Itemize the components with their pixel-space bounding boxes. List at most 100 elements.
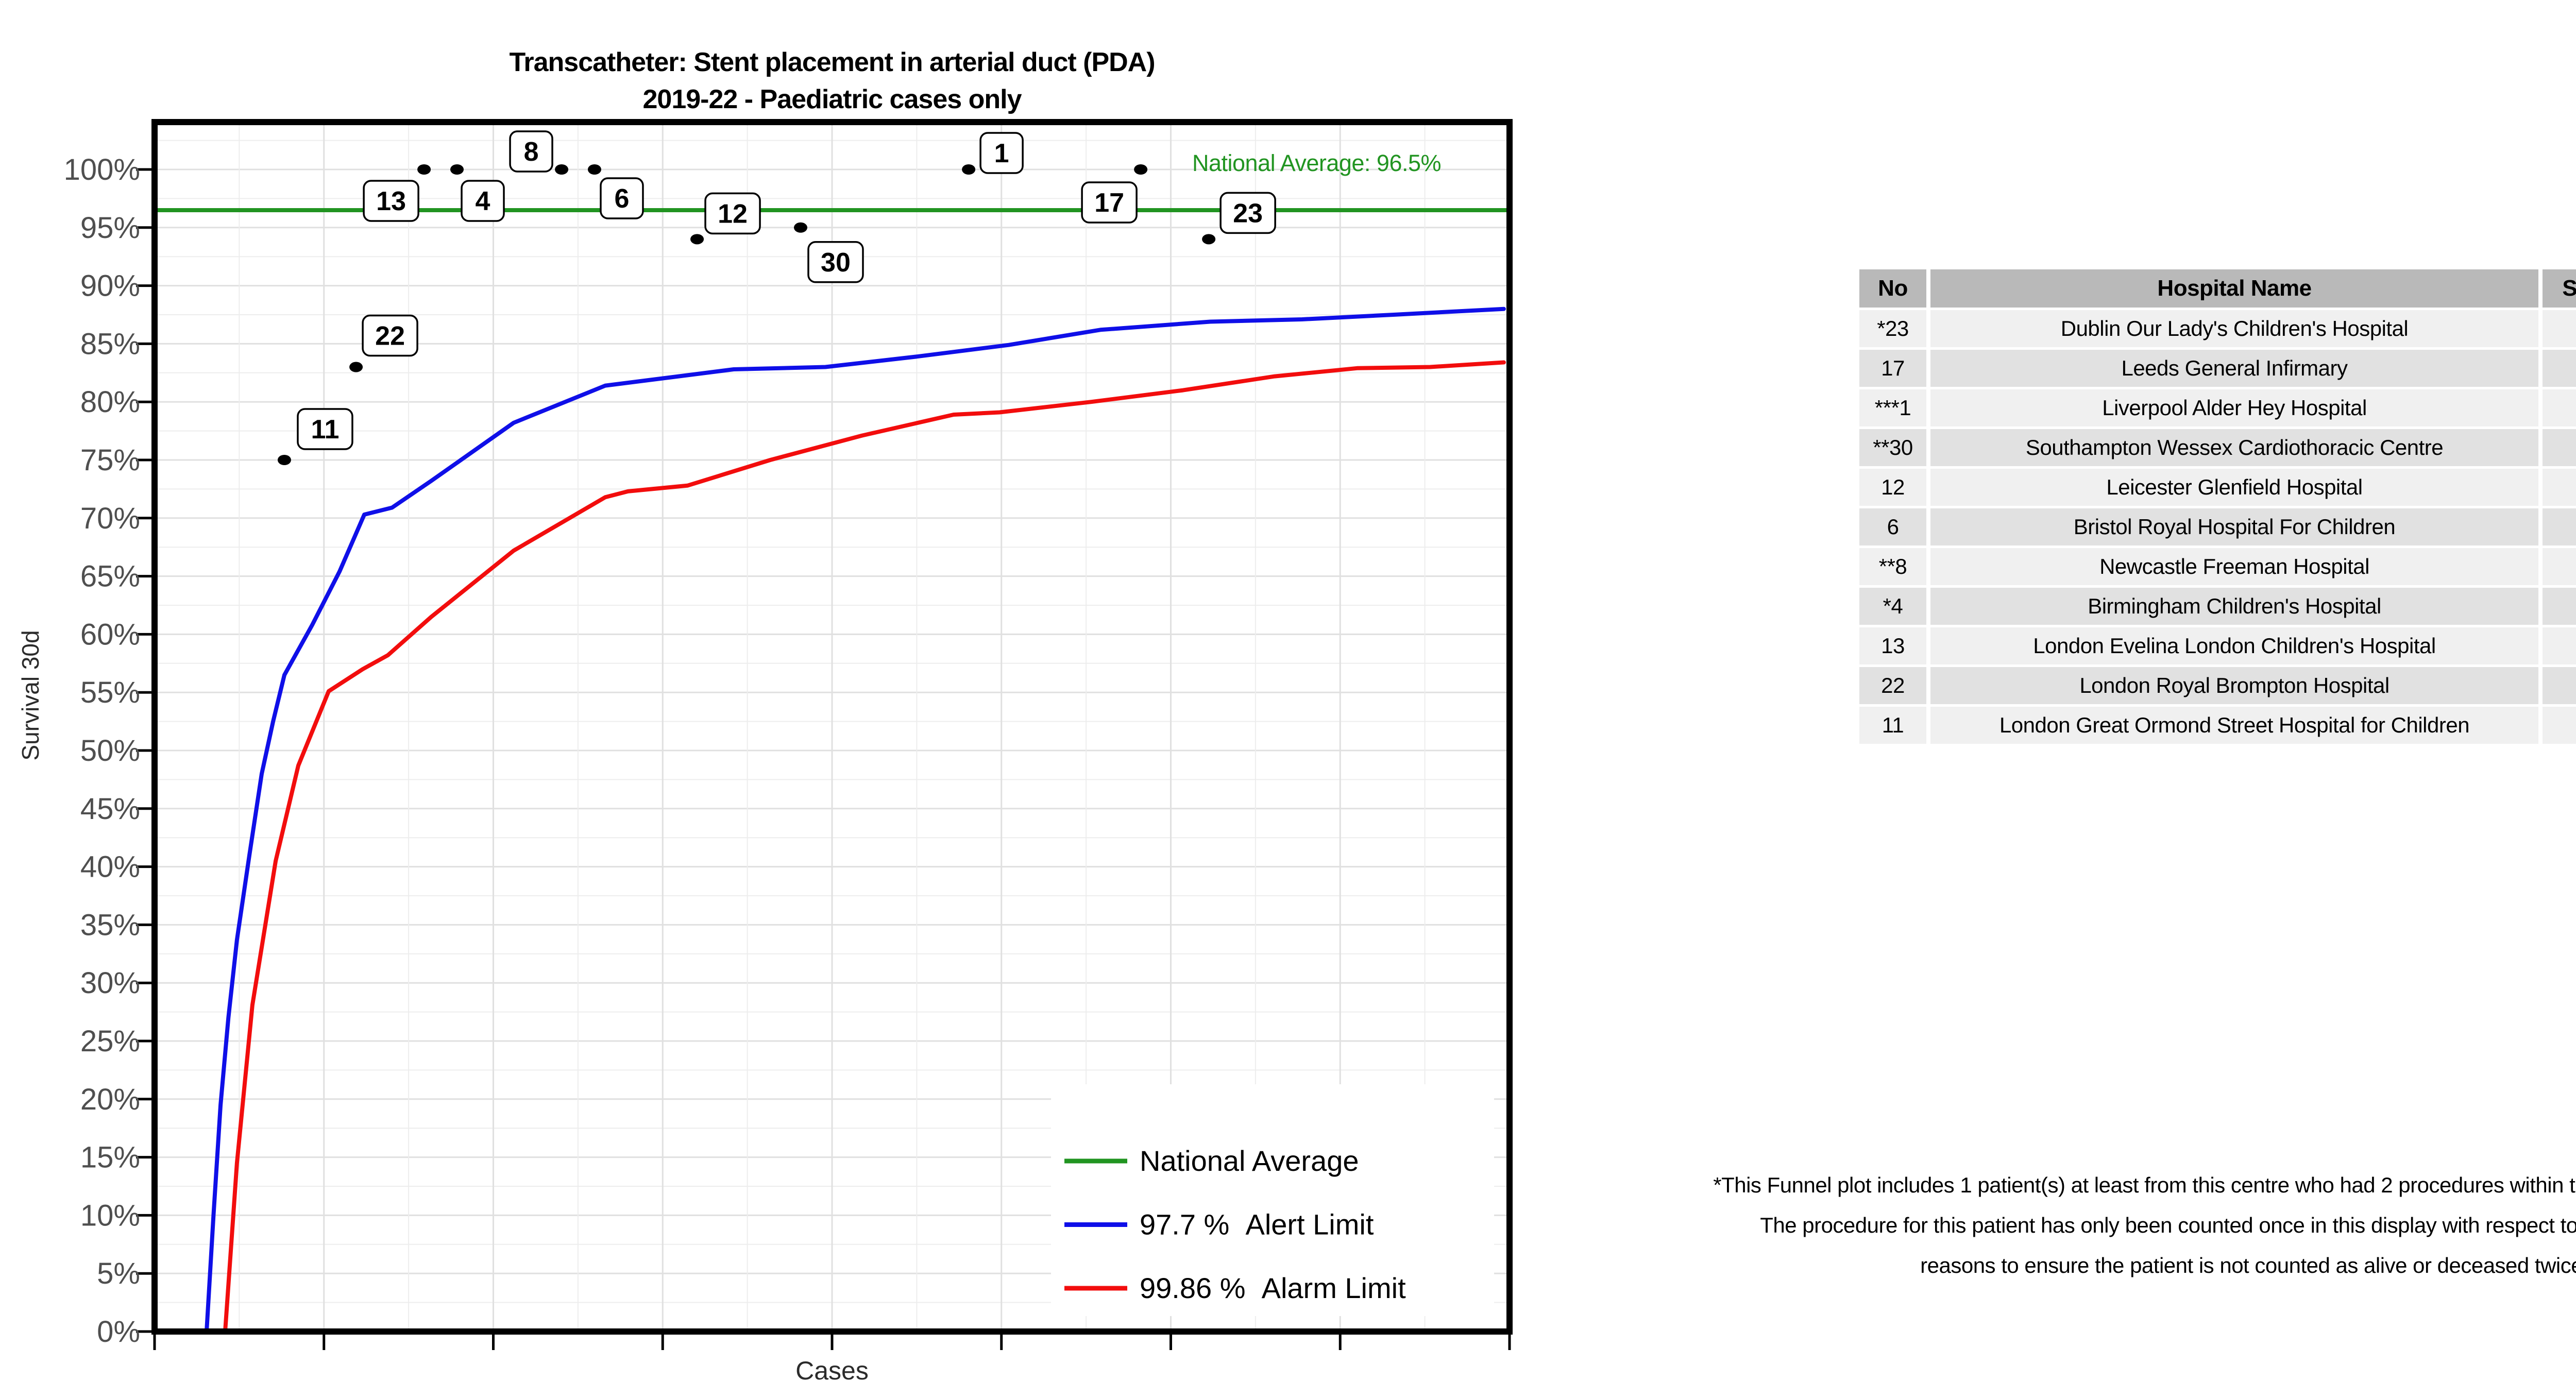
- table-row: 11 London Great Ormond Street Hospital fo…: [1859, 707, 2576, 744]
- data-point-label-8: 8: [524, 137, 539, 167]
- footnote-line: The procedure for this patient has only …: [1760, 1213, 2576, 1237]
- y-tick-label: 40%: [80, 850, 140, 884]
- data-point-label-23: 23: [1233, 198, 1263, 228]
- data-point-label-13: 13: [376, 186, 406, 216]
- data-point-label-box-6: [600, 177, 644, 219]
- cell-survival: 100%: [2543, 548, 2576, 585]
- cell-survival: 100%: [2543, 588, 2576, 625]
- y-tick-label: 50%: [80, 734, 140, 767]
- data-point-dot-12: [690, 234, 704, 245]
- funnel-plot: Transcatheter: Stent placement in arteri…: [17, 47, 1513, 1385]
- data-point-label-6: 6: [615, 184, 630, 214]
- col-header-survival-30d: Survival 30d: [2543, 269, 2576, 308]
- cell-hospital-name: Dublin Our Lady's Children's Hospital: [1930, 310, 2538, 347]
- y-tick-label: 35%: [80, 908, 140, 942]
- cell-no: 11: [1859, 707, 1926, 744]
- footnote: *This Funnel plot includes 1 patient(s) …: [1535, 1165, 2576, 1286]
- chart-title-line2: 2019-22 - Paediatric cases only: [642, 84, 1022, 114]
- cell-survival: 100%: [2543, 627, 2576, 664]
- legend-label-national_average: National Average: [1140, 1145, 1359, 1177]
- col-header-no: No: [1859, 269, 1926, 308]
- footnote-line: *This Funnel plot includes 1 patient(s) …: [1713, 1173, 2576, 1197]
- data-point-label-box-8: [509, 130, 553, 173]
- cell-survival: 95%: [2543, 429, 2576, 466]
- legend-label-alarm_limit: 99.86 % Alarm Limit: [1140, 1272, 1406, 1304]
- y-tick-label: 95%: [80, 211, 140, 245]
- x-axis-title: Cases: [795, 1356, 869, 1385]
- y-tick-label: 10%: [80, 1199, 140, 1232]
- cell-survival: 83%: [2543, 667, 2576, 704]
- y-tick-label: 20%: [80, 1083, 140, 1116]
- data-point-dot-17: [1134, 164, 1148, 175]
- national-average-annotation: National Average: 96.5%: [1192, 150, 1441, 176]
- y-tick-label: 5%: [97, 1257, 140, 1290]
- cell-survival: 100%: [2543, 350, 2576, 387]
- cell-survival: 94%: [2543, 310, 2576, 347]
- cell-survival: 100%: [2543, 389, 2576, 426]
- cell-no: **30: [1859, 429, 1926, 466]
- data-point-label-box-17: [1081, 181, 1138, 224]
- cell-hospital-name: Southampton Wessex Cardiothoracic Centre: [1930, 429, 2538, 466]
- y-tick-label: 65%: [80, 560, 140, 593]
- y-tick-label: 90%: [80, 269, 140, 303]
- cell-hospital-name: Birmingham Children's Hospital: [1930, 588, 2538, 625]
- cell-hospital-name: Newcastle Freeman Hospital: [1930, 548, 2538, 585]
- y-tick-label: 15%: [80, 1141, 140, 1174]
- table-row: *23 Dublin Our Lady's Children's Hospital…: [1859, 310, 2576, 347]
- cell-no: 22: [1859, 667, 1926, 704]
- cell-no: *23: [1859, 310, 1926, 347]
- data-point-label-box-12: [704, 192, 761, 235]
- y-tick-label: 45%: [80, 792, 140, 826]
- cell-hospital-name: Leicester Glenfield Hospital: [1930, 469, 2538, 506]
- data-point-label-4: 4: [476, 186, 490, 216]
- cell-no: *4: [1859, 588, 1926, 625]
- y-tick-label: 70%: [80, 502, 140, 535]
- data-point-label-22: 22: [375, 321, 405, 351]
- footnote-line: reasons to ensure the patient is not cou…: [1920, 1253, 2576, 1277]
- y-tick-label: 55%: [80, 676, 140, 709]
- cell-hospital-name: Bristol Royal Hospital For Children: [1930, 508, 2538, 545]
- data-point-dot-23: [1202, 234, 1216, 245]
- y-tick-label: 85%: [80, 327, 140, 361]
- data-point-label-30: 30: [821, 248, 851, 278]
- data-point-dot-22: [349, 362, 363, 372]
- cell-hospital-name: Liverpool Alder Hey Hospital: [1930, 389, 2538, 426]
- cell-hospital-name: London Royal Brompton Hospital: [1930, 667, 2538, 704]
- data-point-dot-11: [277, 455, 291, 465]
- y-tick-label: 25%: [80, 1025, 140, 1058]
- y-tick-label: 30%: [80, 966, 140, 1000]
- cell-hospital-name: London Great Ormond Street Hospital for …: [1930, 707, 2538, 744]
- cell-no: **8: [1859, 548, 1926, 585]
- table-row: **30 Southampton Wessex Cardiothoracic Ce…: [1859, 429, 2576, 466]
- plot-generated-under: [155, 122, 1510, 1334]
- y-tick-label: 75%: [80, 443, 140, 477]
- data-point-label-box-1: [979, 132, 1024, 174]
- cell-hospital-name: Leeds General Infirmary: [1930, 350, 2538, 387]
- table-row: 13 London Evelina London Children's Hospi…: [1859, 627, 2576, 664]
- cell-hospital-name: London Evelina London Children's Hospita…: [1930, 627, 2538, 664]
- alarm_limit-curve: [223, 360, 1506, 1334]
- data-point-label-11: 11: [311, 415, 339, 445]
- y-axis-title: Survival 30d: [17, 630, 44, 760]
- data-point-label-box-11: [297, 408, 353, 450]
- chart-title-line1: Transcatheter: Stent placement in arteri…: [509, 47, 1155, 77]
- data-point-dot-30: [793, 222, 807, 233]
- cell-survival: 100%: [2543, 508, 2576, 545]
- data-point-label-box-4: [461, 180, 505, 222]
- data-point-dot-13: [417, 164, 431, 175]
- y-tick-label: 100%: [64, 153, 140, 186]
- data-point-dot-8: [555, 164, 569, 175]
- data-point-label-12: 12: [718, 199, 748, 229]
- alert_limit-curve: [205, 306, 1506, 1334]
- legend-box: [1051, 1084, 1494, 1316]
- data-point-dot-4: [450, 164, 464, 175]
- data-point-label-box-22: [362, 314, 418, 357]
- cell-no: 13: [1859, 627, 1926, 664]
- col-header-hospital-name: Hospital Name: [1930, 269, 2538, 308]
- cell-no: 12: [1859, 469, 1926, 506]
- data-point-dot-1: [962, 164, 976, 175]
